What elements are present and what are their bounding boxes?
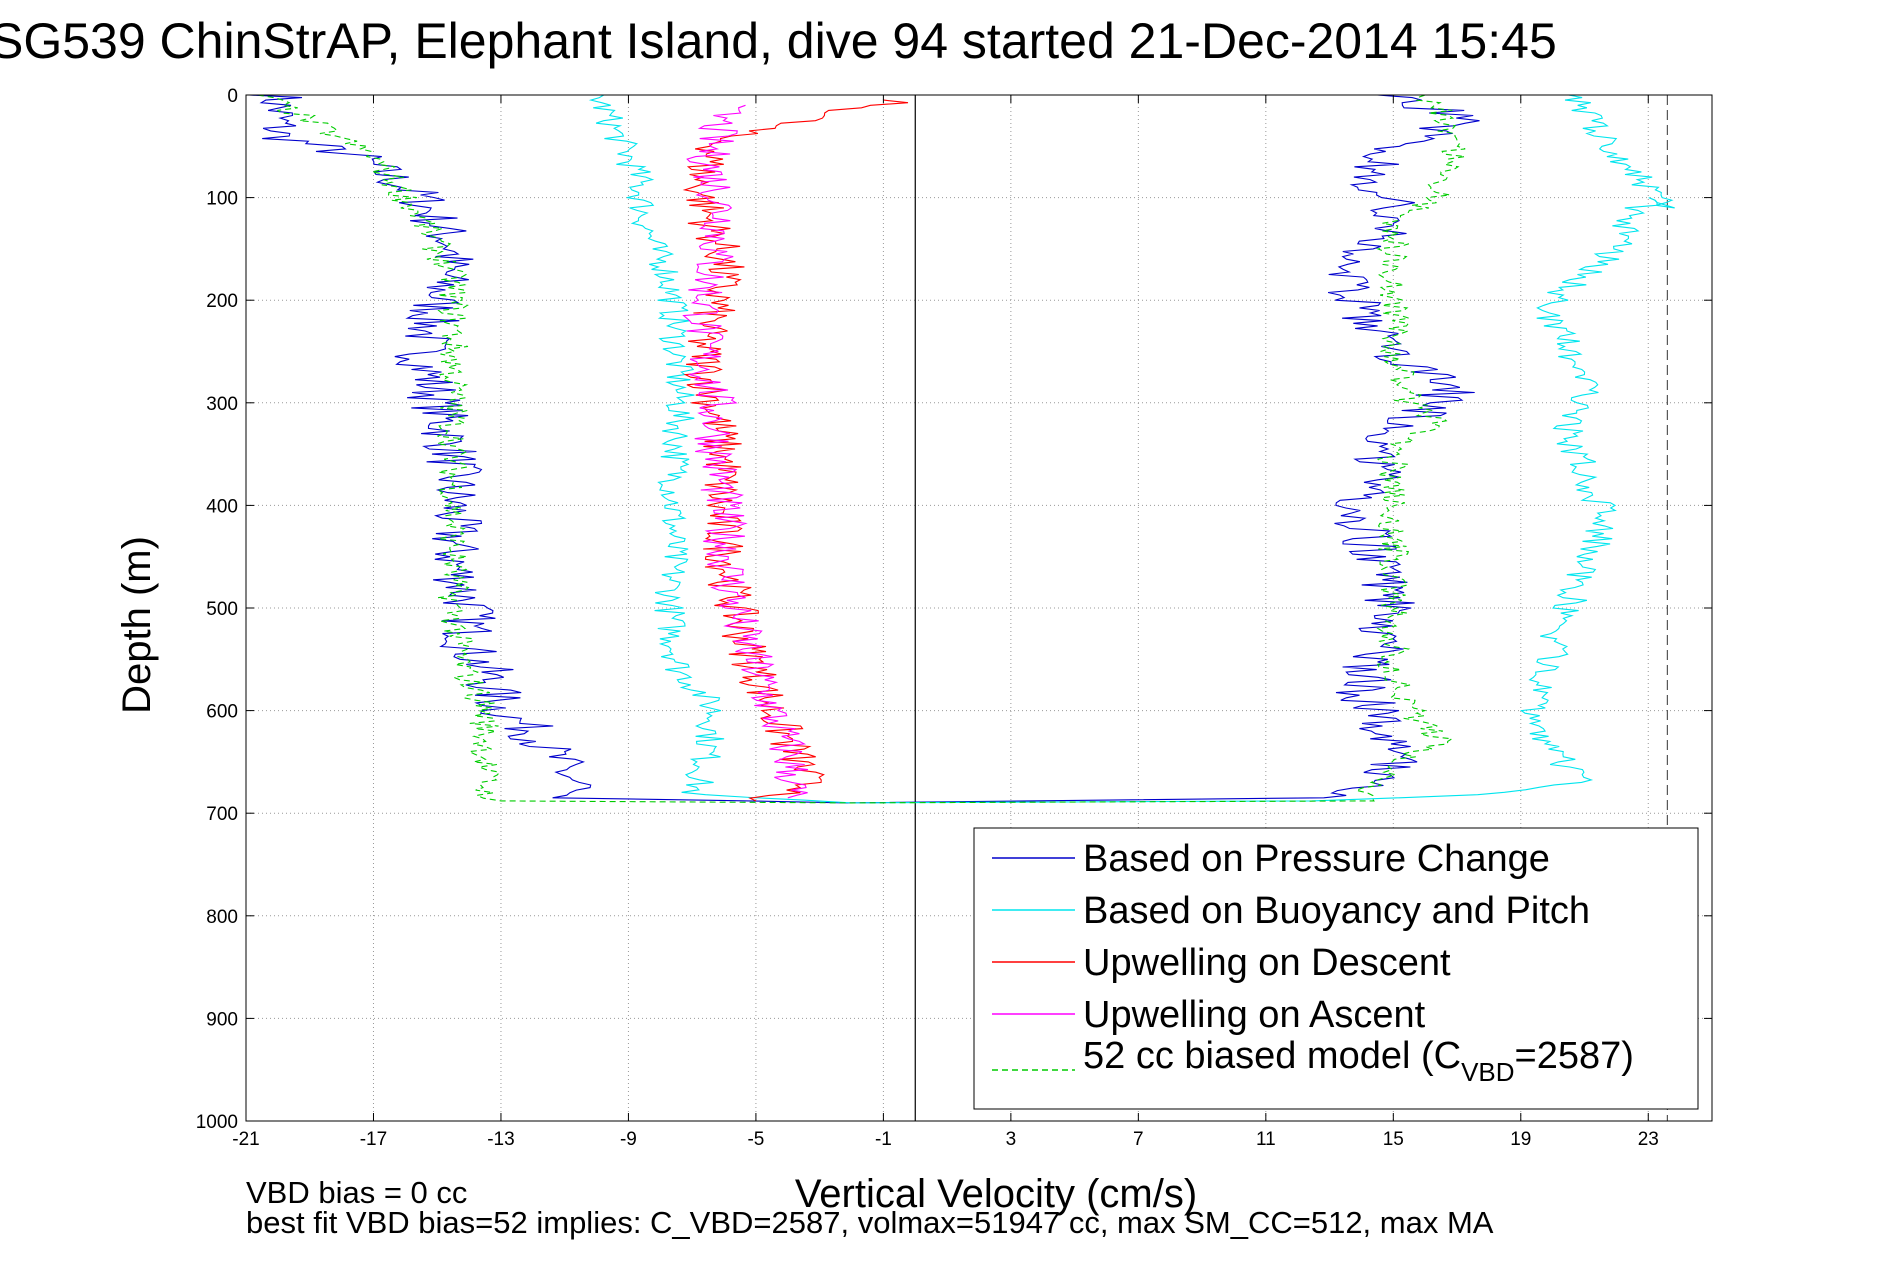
- chart-title: SG539 ChinStrAP, Elephant Island, dive 9…: [0, 13, 1557, 69]
- y-tick-label: 200: [206, 291, 238, 312]
- series-line-3: [682, 104, 809, 799]
- x-axis-label: Vertical Velocity (cm/s): [795, 1172, 1197, 1216]
- x-tick-label: -17: [360, 1129, 387, 1150]
- x-tick-label: 11: [1256, 1129, 1276, 1150]
- series-line-2: [682, 99, 909, 802]
- x-tick-label: -9: [620, 1129, 637, 1150]
- legend-model-suffix: =2587): [1515, 1035, 1634, 1077]
- legend-model-prefix: 52 cc biased model (C: [1083, 1035, 1461, 1077]
- legend-label: Based on Pressure Change: [1083, 838, 1550, 880]
- x-tick-label: 19: [1510, 1129, 1531, 1150]
- legend: Based on Pressure Change Based on Buoyanc…: [973, 827, 1699, 1110]
- y-tick-label: 1000: [196, 1112, 238, 1133]
- legend-entries: Based on Pressure Change Based on Buoyanc…: [992, 838, 1590, 1036]
- y-tick-label: 700: [206, 804, 238, 825]
- y-tick-label: 600: [206, 702, 238, 723]
- series-line-1: [588, 94, 1675, 804]
- x-tick-label: -1: [875, 1129, 892, 1150]
- legend-model-subscript: VBD: [1461, 1057, 1514, 1087]
- x-tick-label: 7: [1133, 1129, 1144, 1150]
- y-axis-label: Depth (m): [115, 536, 159, 714]
- y-tick-label: 500: [206, 599, 238, 620]
- x-tick-label: -13: [487, 1129, 514, 1150]
- x-tick-label: -21: [232, 1129, 259, 1150]
- legend-label-model: 52 cc biased model (CVBD=2587): [1083, 1035, 1634, 1087]
- series-line-4: [257, 94, 1466, 804]
- x-tick-label: -5: [747, 1129, 764, 1150]
- x-axis-ticks: -21 -17 -13 -9 -5 -1 3 7 11 15 19 23: [232, 95, 1659, 1150]
- legend-label: Upwelling on Ascent: [1083, 994, 1426, 1036]
- x-tick-label: 3: [1006, 1129, 1017, 1150]
- y-tick-label: 900: [206, 1009, 238, 1030]
- legend-label: Upwelling on Descent: [1083, 942, 1451, 984]
- series-lines: [249, 94, 1675, 804]
- footnote-best-fit: best fit VBD bias=52 implies: C_VBD=2587…: [246, 1205, 1494, 1240]
- y-tick-label: 100: [206, 189, 238, 210]
- y-tick-label: 300: [206, 394, 238, 415]
- y-tick-label: 0: [227, 86, 238, 107]
- x-tick-label: 23: [1638, 1129, 1659, 1150]
- y-tick-label: 800: [206, 907, 238, 928]
- series-line-0: [249, 94, 1480, 804]
- y-tick-label: 400: [206, 496, 238, 517]
- footnote-vbd-bias: VBD bias = 0 cc: [246, 1175, 467, 1210]
- x-tick-label: 15: [1383, 1129, 1404, 1150]
- legend-box: [973, 827, 1699, 1110]
- legend-label: Based on Buoyancy and Pitch: [1083, 890, 1590, 932]
- y-axis-ticks: 0 100 200 300 400 500 600 700 800 900 1000: [196, 86, 1712, 1133]
